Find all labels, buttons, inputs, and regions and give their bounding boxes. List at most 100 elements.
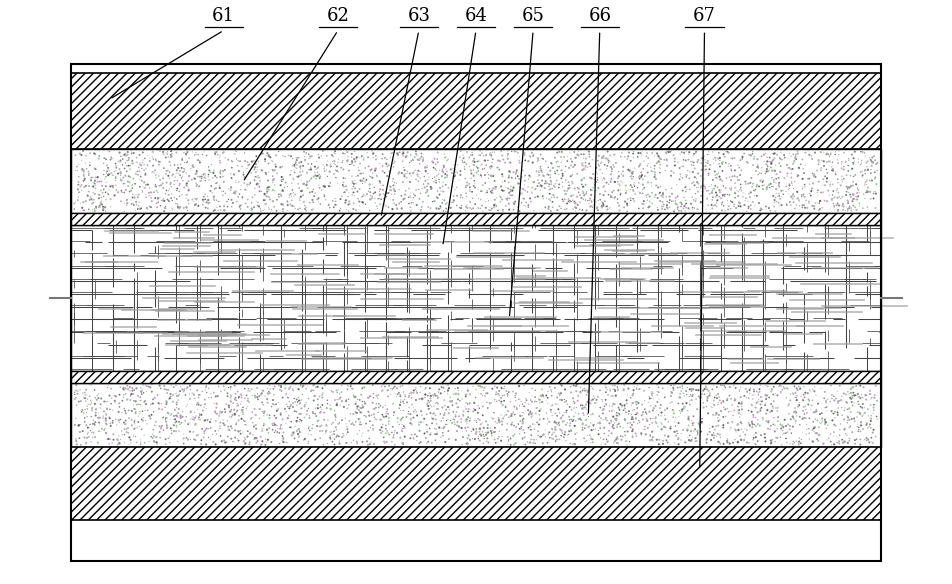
- Point: [785, 184, 801, 193]
- Point: [217, 420, 232, 429]
- Point: [275, 432, 290, 441]
- Point: [667, 417, 683, 426]
- Bar: [71, 64, 881, 561]
- Point: [243, 428, 258, 437]
- Point: [839, 171, 854, 180]
- Point: [619, 399, 634, 408]
- Point: [437, 196, 452, 205]
- Point: [624, 196, 639, 205]
- Point: [368, 164, 384, 173]
- Point: [397, 172, 412, 181]
- Point: [449, 402, 465, 412]
- Point: [175, 412, 190, 422]
- Point: [205, 188, 220, 197]
- Point: [82, 182, 97, 191]
- Point: [846, 201, 862, 210]
- Point: [347, 392, 362, 401]
- Point: [557, 186, 572, 195]
- Point: [565, 162, 581, 172]
- Point: [331, 395, 347, 404]
- Point: [764, 159, 779, 169]
- Point: [189, 400, 205, 409]
- Point: [747, 420, 763, 429]
- Point: [383, 182, 398, 192]
- Point: [363, 423, 378, 432]
- Point: [336, 188, 351, 197]
- Point: [261, 159, 276, 168]
- Point: [523, 409, 538, 418]
- Point: [614, 435, 629, 444]
- Point: [487, 417, 503, 426]
- Point: [610, 439, 625, 448]
- Point: [375, 180, 390, 190]
- Point: [113, 156, 129, 165]
- Point: [680, 383, 695, 392]
- Point: [685, 420, 701, 430]
- Point: [458, 392, 473, 401]
- Point: [636, 157, 651, 166]
- Bar: [71, 149, 881, 213]
- Point: [792, 401, 807, 410]
- Point: [153, 422, 169, 432]
- Point: [595, 405, 610, 415]
- Point: [664, 387, 679, 397]
- Point: [112, 439, 128, 448]
- Point: [626, 180, 642, 190]
- Point: [433, 433, 448, 442]
- Point: [393, 392, 408, 401]
- Point: [330, 155, 346, 164]
- Point: [515, 399, 530, 409]
- Point: [247, 404, 262, 413]
- Point: [500, 194, 515, 203]
- Point: [211, 197, 227, 206]
- Point: [407, 166, 423, 175]
- Point: [189, 150, 205, 159]
- Point: [406, 155, 421, 165]
- Point: [545, 425, 560, 434]
- Point: [488, 201, 504, 211]
- Point: [780, 169, 795, 178]
- Point: [562, 402, 577, 412]
- Point: [174, 154, 189, 163]
- Point: [131, 190, 147, 199]
- Point: [721, 201, 736, 211]
- Point: [78, 196, 93, 206]
- Point: [535, 176, 550, 186]
- Point: [349, 408, 365, 418]
- Point: [483, 399, 498, 409]
- Point: [663, 422, 678, 432]
- Point: [217, 165, 232, 175]
- Point: [549, 193, 565, 202]
- Point: [361, 406, 376, 416]
- Point: [788, 418, 803, 427]
- Point: [118, 384, 133, 393]
- Point: [88, 176, 103, 185]
- Point: [403, 177, 418, 186]
- Point: [320, 399, 335, 408]
- Point: [476, 385, 491, 395]
- Point: [145, 152, 160, 162]
- Point: [702, 147, 717, 157]
- Point: [559, 436, 574, 446]
- Point: [502, 193, 517, 203]
- Point: [84, 176, 99, 185]
- Point: [307, 162, 323, 171]
- Point: [733, 201, 748, 211]
- Point: [838, 206, 853, 215]
- Point: [573, 388, 588, 398]
- Point: [167, 411, 182, 420]
- Point: [608, 158, 624, 168]
- Point: [259, 394, 274, 404]
- Point: [687, 424, 703, 433]
- Point: [662, 203, 677, 212]
- Point: [195, 200, 210, 210]
- Point: [712, 396, 727, 405]
- Point: [189, 194, 205, 203]
- Point: [459, 180, 474, 190]
- Point: [191, 400, 207, 409]
- Point: [267, 175, 282, 184]
- Point: [712, 186, 727, 195]
- Point: [781, 401, 796, 410]
- Point: [91, 154, 107, 164]
- Point: [231, 427, 247, 436]
